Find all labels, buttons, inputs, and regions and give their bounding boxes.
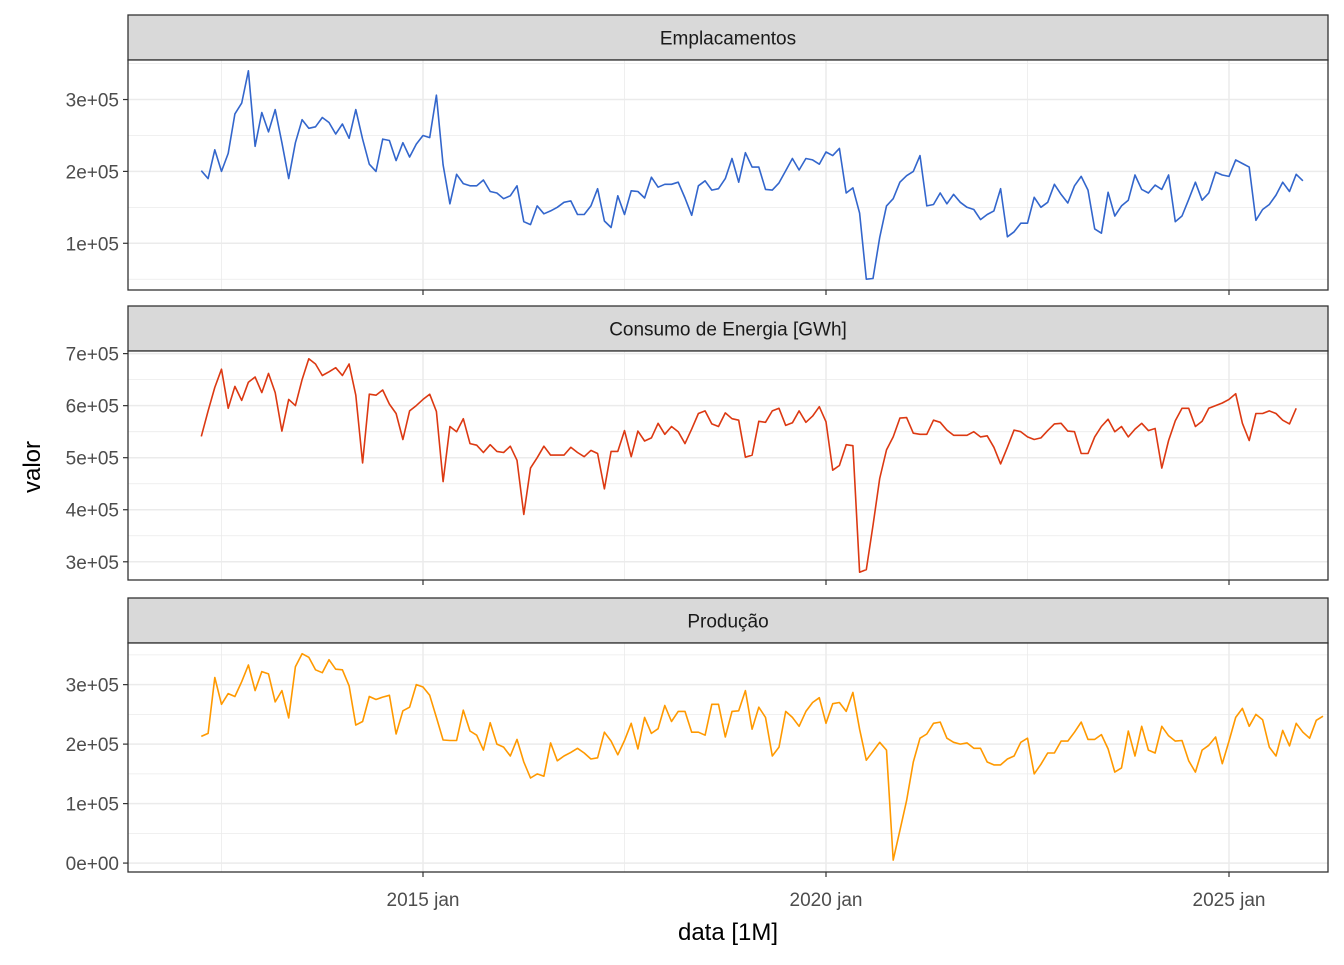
x-tick-label: 2015 jan [387, 890, 460, 911]
plot-background [128, 351, 1328, 580]
facet-strip [127, 14, 1329, 61]
panel-3: Produção 0e+00 1e+05 2e+05 3e+05 [66, 597, 1329, 877]
y-tick-label: 7e+05 [66, 345, 119, 366]
plot-background [128, 643, 1328, 872]
y-tick-label: 2e+05 [66, 735, 119, 756]
facet-title: Emplacamentos [660, 29, 796, 50]
y-tick-label: 5e+05 [66, 449, 119, 470]
y-tick-label: 4e+05 [66, 501, 119, 522]
facet-title: Produção [687, 612, 768, 633]
facet-strip [127, 597, 1329, 644]
series-line [200, 652, 1324, 861]
y-tick-label: 1e+05 [66, 795, 119, 816]
series-line [200, 357, 1297, 574]
panel-2: Consumo de Energia [GWh] 3e+05 4e+05 5e+05 6… [66, 305, 1329, 585]
y-tick-label: 3e+05 [66, 676, 119, 697]
y-axis-title: valor [19, 441, 46, 493]
plot-background [128, 60, 1328, 290]
panel-1: Emplacamentos 1e+05 2e+05 3e+05 [66, 14, 1329, 295]
y-tick-label: 0e+00 [66, 854, 119, 875]
y-tick-label: 3e+05 [66, 553, 119, 574]
x-tick-label: 2020 jan [790, 890, 863, 911]
series-line [200, 70, 1304, 281]
y-tick-label: 3e+05 [66, 91, 119, 112]
x-tick-label: 2025 jan [1193, 890, 1266, 911]
x-axis-title: data [1M] [678, 919, 778, 946]
panel-border [127, 642, 1329, 873]
facet-title: Consumo de Energia [GWh] [609, 320, 847, 341]
y-tick-label: 2e+05 [66, 162, 119, 183]
facet-strip [127, 305, 1329, 352]
y-tick-label: 1e+05 [66, 234, 119, 255]
y-tick-label: 6e+05 [66, 397, 119, 418]
panel-border [127, 350, 1329, 581]
panel-border [127, 59, 1329, 291]
